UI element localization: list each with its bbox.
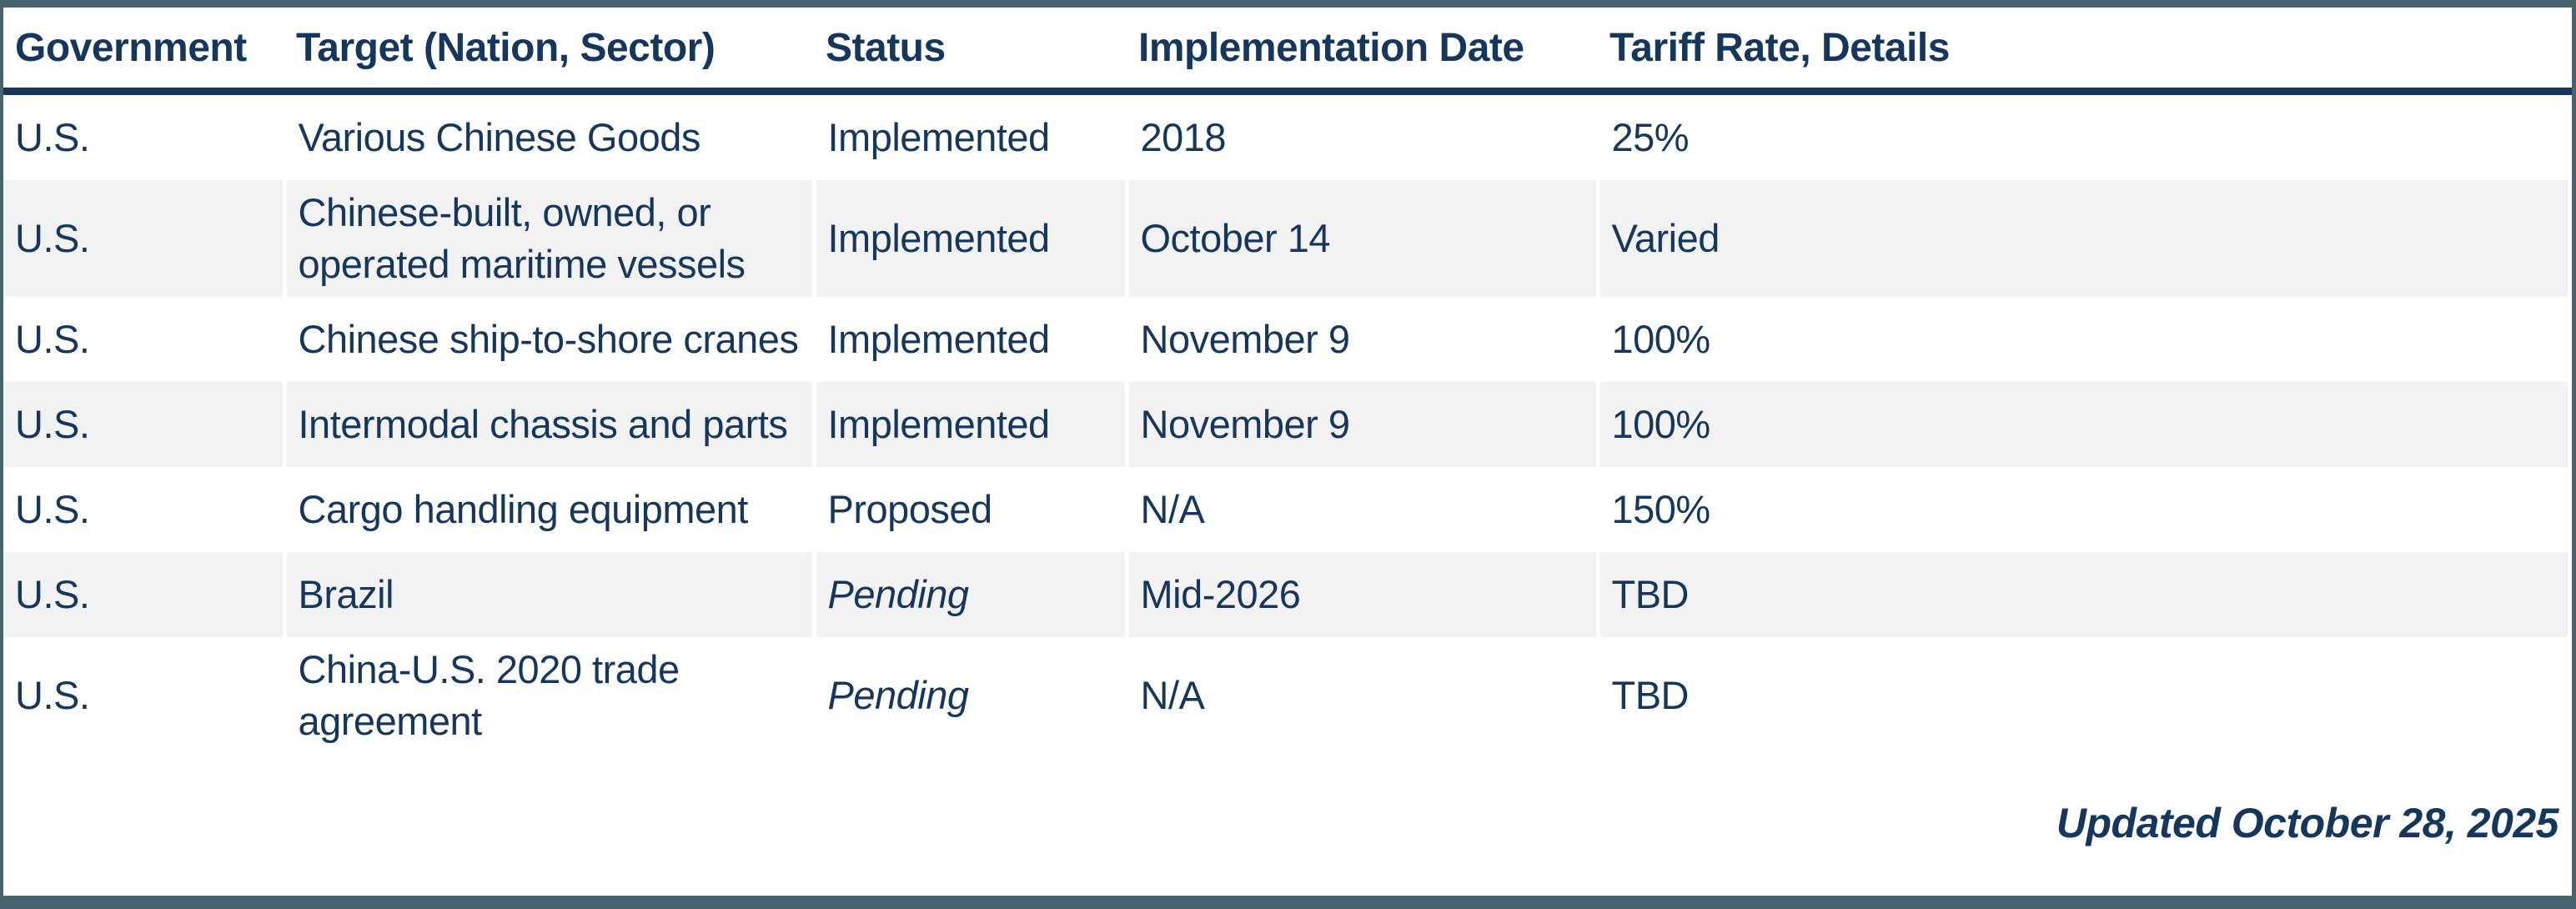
target-cell: Brazil xyxy=(282,552,814,637)
implementation-date-cell: November 9 xyxy=(1124,297,1598,382)
implementation-date-cell: Mid-2026 xyxy=(1124,552,1598,637)
table-row: U.S. China-U.S. 2020 trade agreement Pendi… xyxy=(3,637,2572,754)
status-cell: Pending xyxy=(811,552,1127,637)
target-cell: Chinese-built, owned, or operated mariti… xyxy=(282,180,814,297)
target-cell: China-U.S. 2020 trade agreement xyxy=(282,637,814,754)
col-header-government: Government xyxy=(3,8,284,95)
implementation-date-cell: N/A xyxy=(1124,467,1598,552)
col-header-implementation-date: Implementation Date xyxy=(1127,8,1598,95)
government-cell: U.S. xyxy=(15,317,90,361)
implementation-date-cell: October 14 xyxy=(1124,180,1598,297)
government-cell: U.S. xyxy=(15,216,90,260)
government-cell: U.S. xyxy=(15,487,90,531)
tariff-rate-cell: TBD xyxy=(1595,637,2572,754)
tariff-rate-cell: Varied xyxy=(1595,180,2572,297)
target-cell: Cargo handling equipment xyxy=(282,467,814,552)
table-header: Government Target (Nation, Sector) Statu… xyxy=(3,8,2570,95)
government-cell: U.S. xyxy=(15,402,90,446)
tariff-rate-cell: 150% xyxy=(1595,467,2572,552)
tariff-rate-cell: 25% xyxy=(1595,91,2572,180)
table-body: U.S. Various Chinese Goods Implemented 2018… xyxy=(3,91,2572,754)
table-row: U.S. Chinese ship-to-shore cranes Implemen… xyxy=(3,297,2572,382)
status-cell: Implemented xyxy=(811,297,1127,382)
col-header-status: Status xyxy=(814,8,1127,95)
col-header-target: Target (Nation, Sector) xyxy=(284,8,814,95)
col-header-tariff-rate: Tariff Rate, Details xyxy=(1598,8,2570,95)
tariff-rate-cell: TBD xyxy=(1595,552,2572,637)
implementation-date-cell: N/A xyxy=(1124,637,1598,754)
table-row: U.S. Chinese-built, owned, or operated ma… xyxy=(3,180,2572,297)
table-row: U.S. Intermodal chassis and parts Implemen… xyxy=(3,382,2572,467)
target-cell: Chinese ship-to-shore cranes xyxy=(282,297,814,382)
status-cell: Pending xyxy=(811,637,1127,754)
header-row: Government Target (Nation, Sector) Statu… xyxy=(3,8,2570,95)
tariff-rate-cell: 100% xyxy=(1595,297,2572,382)
table-row: U.S. Cargo handling equipment Proposed N/A 1… xyxy=(3,467,2572,552)
target-cell: Various Chinese Goods xyxy=(282,91,814,180)
government-cell: U.S. xyxy=(15,572,90,616)
tariff-rate-cell: 100% xyxy=(1595,382,2572,467)
government-cell: U.S. xyxy=(15,673,90,717)
table-row: U.S. Various Chinese Goods Implemented 2018… xyxy=(3,91,2572,180)
status-cell: Implemented xyxy=(811,180,1127,297)
status-cell: Implemented xyxy=(811,382,1127,467)
target-cell: Intermodal chassis and parts xyxy=(282,382,814,467)
government-cell: U.S. xyxy=(15,115,90,159)
table-row: U.S. Brazil Pending Mid-2026 TBD xyxy=(3,552,2572,637)
tariff-table: Government Target (Nation, Sector) Statu… xyxy=(3,8,2572,754)
implementation-date-cell: 2018 xyxy=(1124,91,1598,180)
updated-note: Updated October 28, 2025 xyxy=(2056,800,2559,846)
status-cell: Proposed xyxy=(811,467,1127,552)
status-cell: Implemented xyxy=(811,91,1127,180)
implementation-date-cell: November 9 xyxy=(1124,382,1598,467)
